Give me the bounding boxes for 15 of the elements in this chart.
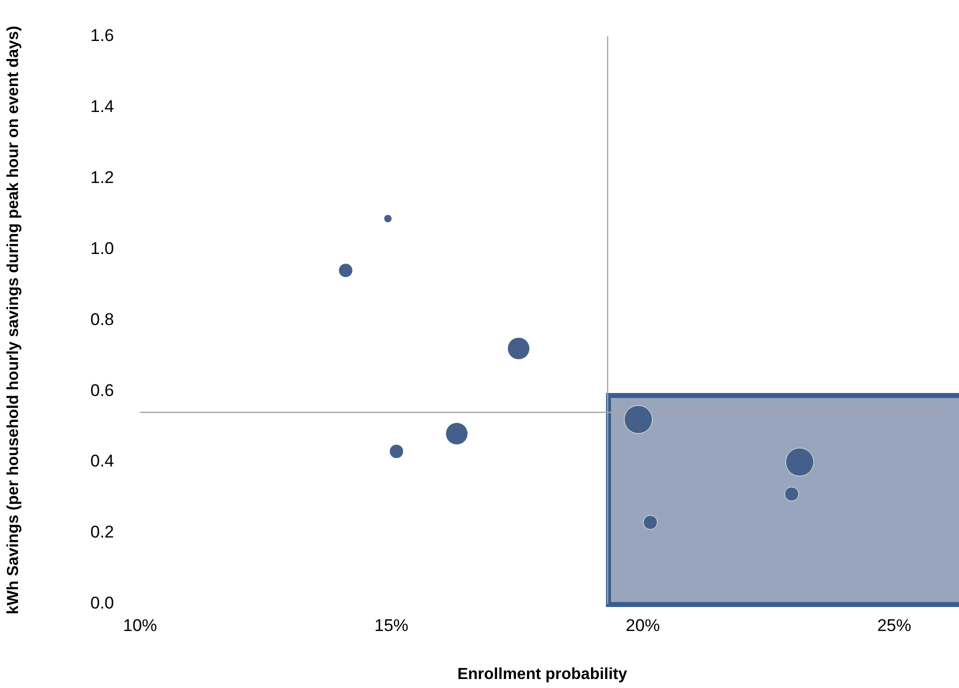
y-tick-label: 0.0 xyxy=(90,594,114,613)
y-tick-label: 1.0 xyxy=(90,238,114,258)
y-tick-label: 0.4 xyxy=(90,452,114,471)
y-tick-label: 1.2 xyxy=(90,168,114,187)
y-axis-title: kWh Savings (per household hourly savings during peak hour on event days) xyxy=(5,26,22,614)
x-tick-label: 15% xyxy=(374,616,408,635)
x-tick-label: 25% xyxy=(877,616,912,635)
x-axis-title: Enrollment probability xyxy=(457,666,628,683)
y-tick-label: 1.6 xyxy=(90,26,114,45)
x-tick-label: 20% xyxy=(626,616,660,635)
y-tick-label: 0.6 xyxy=(90,380,114,400)
y-tick-label: 0.8 xyxy=(90,310,114,329)
y-tick-label: 1.4 xyxy=(90,96,114,116)
x-tick-label: 10% xyxy=(122,616,158,635)
y-tick-label: 0.2 xyxy=(90,522,114,542)
